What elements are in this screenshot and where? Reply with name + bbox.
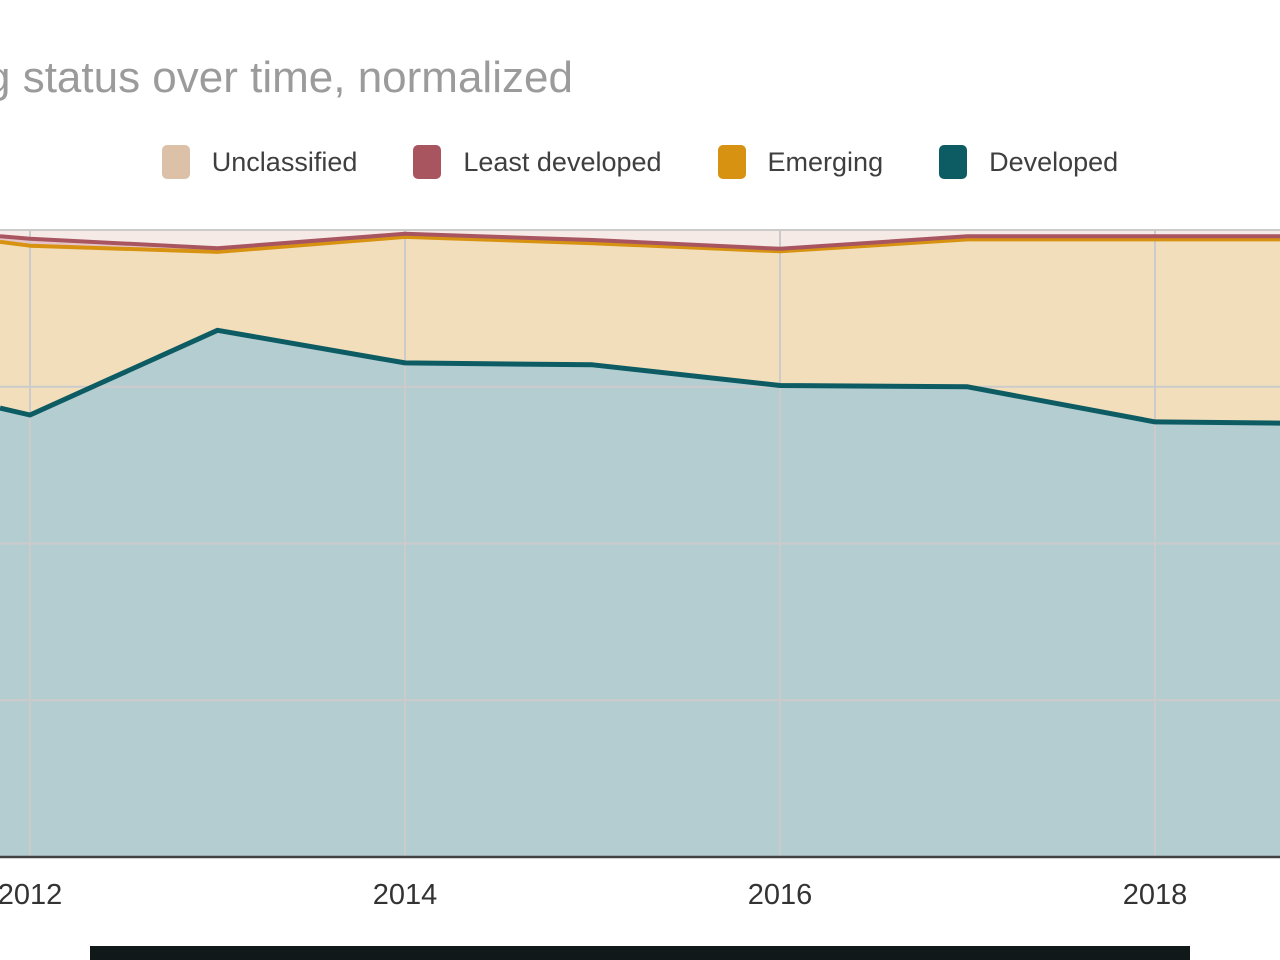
- legend-item: Emerging: [717, 145, 884, 179]
- line-emerging: [0, 234, 1280, 254]
- line-least-developed: [0, 231, 1280, 251]
- area-unclassified: [0, 230, 1280, 249]
- legend-swatch-least-developed: [413, 145, 442, 179]
- chart-legend: Unclassified Least developed Emerging Devel…: [0, 145, 1280, 179]
- legend-label: Developed: [989, 147, 1119, 177]
- bottom-bar: [90, 946, 1190, 960]
- area-developed: [0, 330, 1280, 857]
- legend-label: Emerging: [767, 147, 884, 177]
- line-developed: [0, 327, 1280, 426]
- x-axis-label: 2014: [372, 879, 438, 911]
- area-emerging: [0, 236, 1280, 424]
- legend-swatch-unclassified: [161, 145, 190, 179]
- x-axis-label: 2012: [0, 879, 63, 911]
- legend-item: Developed: [939, 145, 1118, 179]
- legend-label: Unclassified: [211, 147, 358, 177]
- legend-item: Least developed: [413, 145, 662, 179]
- legend-item: Unclassified: [161, 145, 358, 179]
- legend-label: Least developed: [463, 147, 662, 177]
- legend-swatch-developed: [939, 145, 968, 179]
- x-axis-label: 2016: [747, 879, 813, 911]
- legend-swatch-emerging: [717, 145, 746, 179]
- x-axis-label: 2018: [1122, 879, 1188, 911]
- page-title: g status over time, normalized: [0, 53, 573, 102]
